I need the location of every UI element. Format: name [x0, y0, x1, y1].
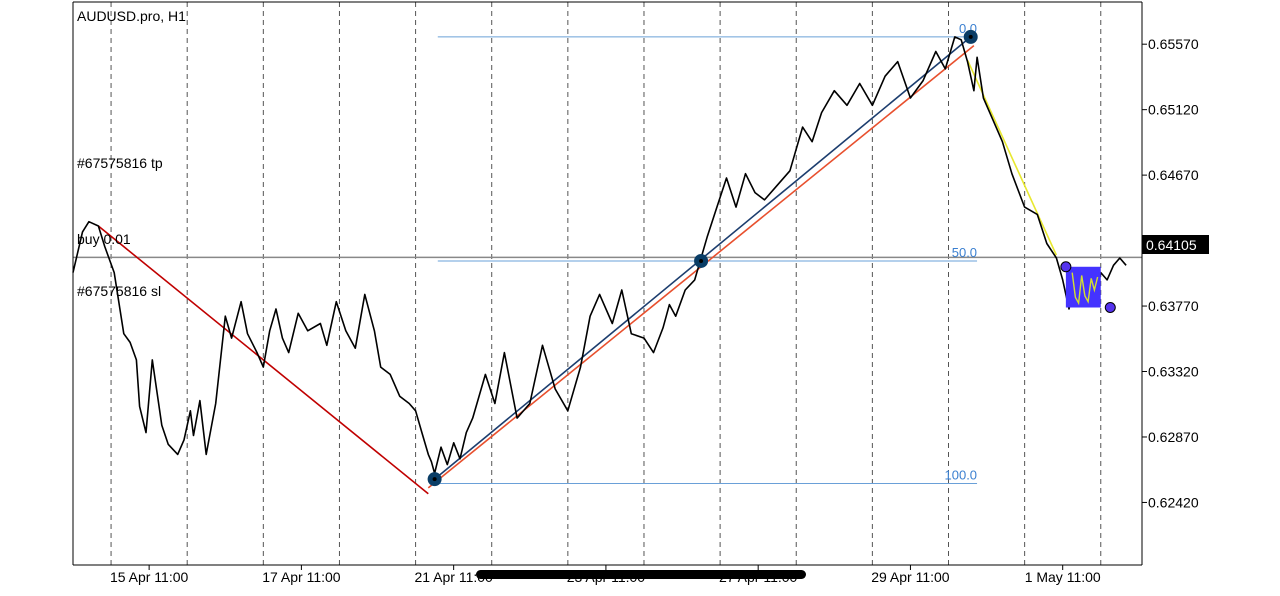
y-tick-label: 0.63770	[1148, 298, 1199, 314]
anchor-marker-center	[968, 34, 973, 39]
buy-label: buy 0.01	[77, 231, 131, 247]
anchor-marker-center	[432, 477, 437, 482]
y-tick-label: 0.65570	[1148, 36, 1199, 52]
y-tick-label: 0.62870	[1148, 429, 1199, 445]
y-tick-label: 0.63320	[1148, 364, 1199, 380]
marker-layer	[427, 29, 1116, 487]
trendline-layer	[97, 36, 1058, 495]
y-tick-label: 0.62420	[1148, 494, 1199, 510]
sl-label: #67575816 sl	[77, 283, 161, 299]
zone-overlay-line	[1071, 272, 1099, 306]
zone-marker	[1104, 302, 1116, 314]
x-tick-label: 17 Apr 11:00	[262, 569, 341, 585]
chart-title: AUDUSD.pro, H1	[77, 8, 186, 24]
x-tick-label: 15 Apr 11:00	[110, 569, 189, 585]
horizontal-scrollbar[interactable]	[476, 570, 806, 579]
trendline	[966, 59, 1058, 256]
fib-level-label: 50.0	[952, 245, 977, 260]
x-tick-label: 1 May 11:00	[1025, 569, 1101, 585]
y-tick-label: 0.64670	[1148, 167, 1199, 183]
series-layer	[72, 36, 1127, 475]
current-price-badge: 0.64105	[1142, 235, 1209, 254]
y-tick-label: 0.65120	[1148, 102, 1199, 118]
current-price-label: 0.64105	[1146, 237, 1197, 253]
zone-layer	[1065, 266, 1101, 308]
anchor-marker-center	[699, 258, 704, 263]
tp-label: #67575816 tp	[77, 155, 163, 171]
x-tick-label: 21 Apr 11:00	[414, 569, 493, 585]
trendline	[97, 225, 429, 495]
price-series-line	[72, 36, 1127, 475]
x-tick-label: 29 Apr 11:00	[871, 569, 950, 585]
zone-marker	[1060, 261, 1072, 273]
fib-level-label: 100.0	[945, 468, 978, 483]
current-price-badge-bg	[1142, 235, 1209, 254]
